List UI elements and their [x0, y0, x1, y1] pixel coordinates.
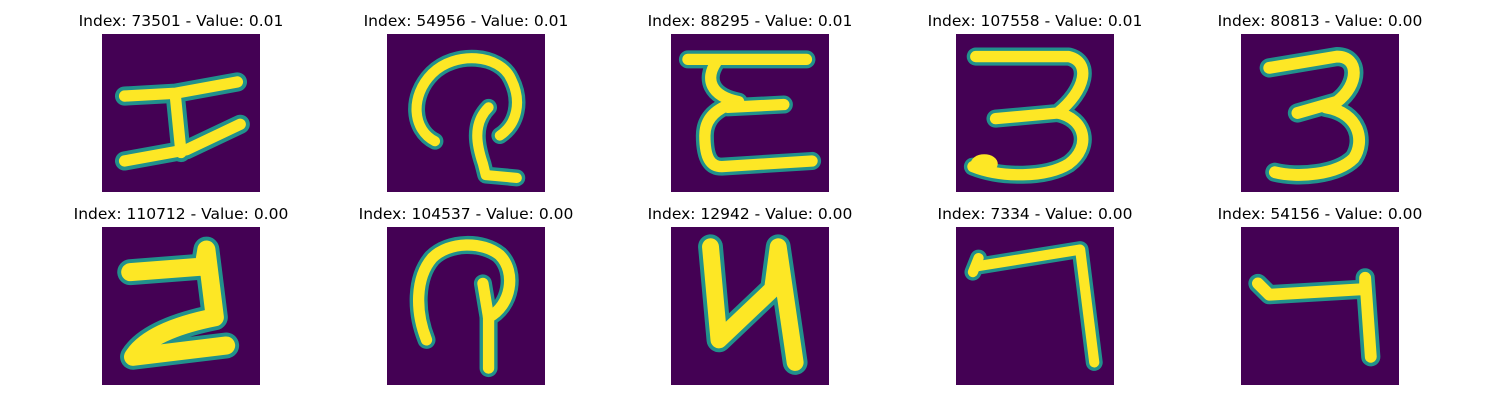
panel-8: Index: 12942 - Value: 0.00 — [648, 205, 852, 395]
panel-4: Index: 107558 - Value: 0.01 — [928, 12, 1142, 202]
panel-title: Index: 104537 - Value: 0.00 — [358, 205, 574, 223]
panel-3: Index: 88295 - Value: 0.01 — [648, 12, 852, 202]
panel-title: Index: 88295 - Value: 0.01 — [647, 12, 853, 30]
digit-image — [102, 34, 260, 192]
digit-image — [387, 34, 545, 192]
panel-title: Index: 54156 - Value: 0.00 — [1217, 205, 1423, 223]
panel-7: Index: 104537 - Value: 0.00 — [359, 205, 573, 395]
digit-image — [1241, 34, 1399, 192]
digit-image — [671, 227, 829, 385]
digit-image — [956, 227, 1114, 385]
digit-image — [1241, 227, 1399, 385]
panel-title: Index: 110712 - Value: 0.00 — [73, 205, 289, 223]
panel-2: Index: 54956 - Value: 0.01 — [364, 12, 568, 202]
panel-title: Index: 80813 - Value: 0.00 — [1217, 12, 1423, 30]
panel-1: Index: 73501 - Value: 0.01 — [79, 12, 283, 202]
digit-image — [671, 34, 829, 192]
panel-title: Index: 7334 - Value: 0.00 — [937, 205, 1133, 223]
panel-9: Index: 7334 - Value: 0.00 — [938, 205, 1132, 395]
digit-image — [102, 227, 260, 385]
panel-6: Index: 110712 - Value: 0.00 — [74, 205, 288, 395]
panel-5: Index: 80813 - Value: 0.00 — [1218, 12, 1422, 202]
panel-title: Index: 73501 - Value: 0.01 — [78, 12, 284, 30]
panel-title: Index: 107558 - Value: 0.01 — [927, 12, 1143, 30]
panel-title: Index: 12942 - Value: 0.00 — [647, 205, 853, 223]
digit-image — [387, 227, 545, 385]
panel-10: Index: 54156 - Value: 0.00 — [1218, 205, 1422, 395]
digit-image — [956, 34, 1114, 192]
panel-title: Index: 54956 - Value: 0.01 — [363, 12, 569, 30]
